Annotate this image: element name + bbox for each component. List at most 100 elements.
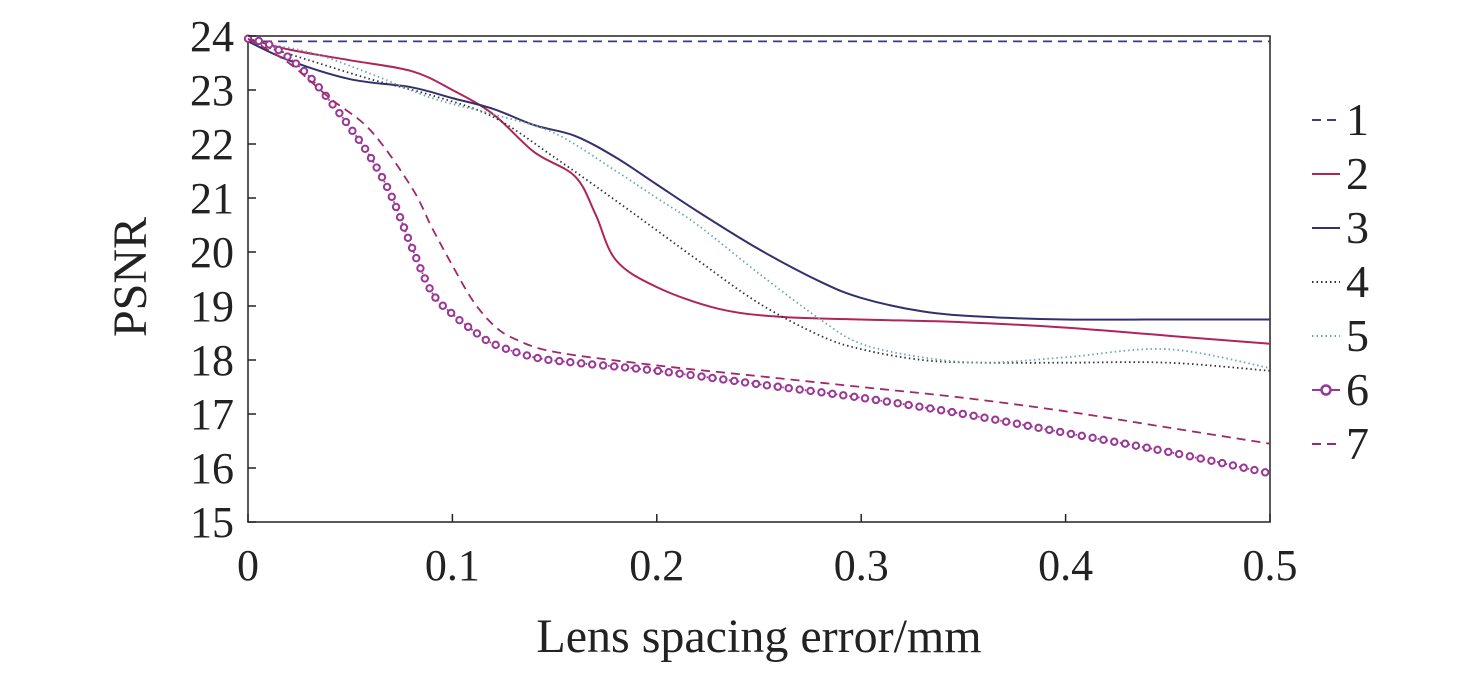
legend-item-7: 7: [1312, 418, 1369, 469]
series-marker-6: [481, 335, 491, 345]
series-marker-6: [1088, 433, 1097, 443]
series-marker-6: [1185, 452, 1195, 461]
series-marker-6: [1250, 465, 1259, 475]
series-marker-6: [1142, 443, 1151, 452]
series-marker-6: [915, 402, 924, 411]
series-marker-6: [387, 192, 396, 202]
legend-label-3: 3: [1346, 202, 1369, 253]
series-marker-6: [533, 353, 542, 363]
series-marker-6: [1239, 463, 1248, 472]
legend-item-6: 6: [1312, 364, 1369, 415]
series-marker-6: [653, 366, 663, 376]
series-marker-6: [751, 379, 761, 389]
series-marker-6: [806, 386, 815, 396]
series-marker-6: [382, 182, 392, 192]
legend-label-1: 1: [1346, 94, 1369, 145]
series-marker-6: [936, 406, 946, 415]
y-tick-label: 17: [190, 390, 234, 439]
series-marker-6: [980, 413, 989, 422]
series-marker-6: [839, 391, 848, 400]
series-marker-6: [1034, 423, 1043, 433]
series-layer: [243, 34, 1271, 477]
legend-marker-6: [1320, 384, 1332, 396]
series-line-2: [247, 37, 1271, 345]
series-marker-6: [335, 108, 344, 118]
series-marker-6: [463, 322, 473, 332]
series-marker-6: [1260, 468, 1270, 477]
series-marker-6: [512, 348, 521, 357]
series-marker-6: [1023, 421, 1032, 430]
series-4: [247, 40, 1271, 372]
legend-label-2: 2: [1346, 148, 1369, 199]
series-marker-6: [1055, 427, 1065, 437]
series-marker-6: [1110, 437, 1119, 446]
series-marker-6: [893, 399, 902, 408]
series-marker-6: [491, 340, 500, 350]
series-marker-6: [254, 36, 263, 46]
series-marker-6: [446, 308, 456, 318]
x-tick-label: 0.3: [834, 541, 889, 590]
x-tick-label: 0.4: [1038, 541, 1093, 590]
plot-border: [247, 35, 1271, 523]
series-marker-6: [1228, 461, 1238, 470]
series-marker-6: [438, 301, 448, 310]
series-marker-6: [425, 284, 434, 293]
series-marker-6: [412, 253, 421, 263]
legend-item-5: 5: [1312, 310, 1369, 361]
legend-item-1: 1: [1312, 94, 1369, 145]
series-marker-6: [522, 351, 532, 360]
series-marker-6: [366, 153, 376, 163]
series-marker-6: [958, 409, 968, 419]
series-marker-6: [1077, 431, 1087, 441]
series-marker-6: [472, 329, 482, 338]
series-marker-6: [1012, 419, 1022, 428]
series-marker-6: [1153, 445, 1162, 454]
x-tick-label: 0: [237, 541, 259, 590]
series-marker-6: [871, 395, 881, 405]
series-line-7: [247, 37, 1271, 445]
series-marker-6: [1120, 439, 1130, 448]
y-tick-label: 24: [190, 12, 234, 61]
legend-label-4: 4: [1346, 256, 1369, 307]
series-marker-6: [1131, 441, 1141, 450]
legend-item-2: 2: [1312, 148, 1369, 199]
plot-frame: [247, 35, 1271, 523]
y-tick-label: 20: [190, 228, 234, 277]
series-marker-6: [860, 394, 870, 403]
series-marker-6: [1196, 454, 1205, 463]
y-tick-label: 23: [190, 66, 234, 115]
y-tick-label: 22: [190, 120, 234, 169]
series-marker-6: [675, 369, 684, 378]
series-3: [247, 40, 1270, 321]
series-marker-6: [420, 274, 429, 283]
series-marker-6: [372, 163, 381, 172]
series-marker-6: [566, 357, 575, 367]
y-tick-label: 19: [190, 282, 234, 331]
x-axis-label: Lens spacing error/mm: [536, 610, 981, 663]
series-6: [243, 34, 1271, 477]
legend-label-5: 5: [1346, 310, 1369, 361]
series-marker-6: [587, 360, 597, 369]
x-tick-label: 0.5: [1243, 541, 1298, 590]
series-marker-6: [544, 355, 553, 365]
series-marker-6: [555, 356, 564, 366]
legend-label-7: 7: [1346, 418, 1369, 469]
series-marker-6: [1066, 429, 1076, 439]
series-marker-6: [1164, 447, 1173, 457]
series-7: [247, 37, 1271, 445]
series-marker-6: [991, 415, 1000, 424]
series-marker-6: [773, 382, 783, 391]
series-marker-6: [1099, 435, 1108, 444]
series-marker-6: [904, 400, 913, 410]
series-marker-6: [391, 202, 401, 212]
series-marker-6: [407, 243, 417, 253]
series-marker-6: [686, 370, 695, 380]
series-marker-6: [609, 362, 619, 371]
y-axis-label: PSNR: [104, 217, 157, 337]
series-marker-6: [348, 126, 357, 136]
series-marker-6: [399, 223, 409, 232]
series-marker-6: [926, 404, 935, 413]
series-marker-6: [642, 365, 652, 374]
series-line-4: [247, 40, 1271, 372]
